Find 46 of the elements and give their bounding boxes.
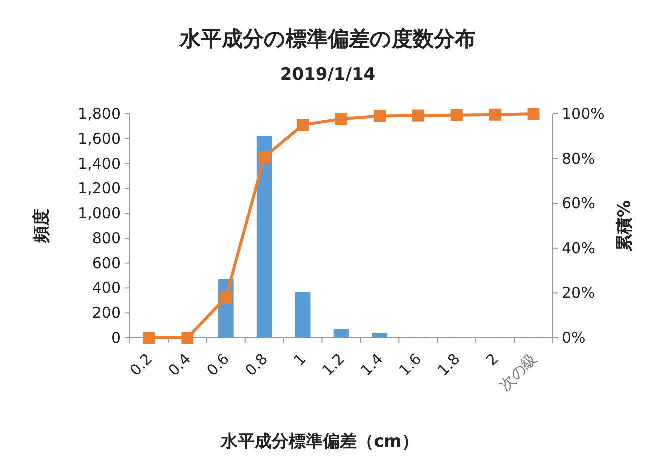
point — [336, 113, 348, 126]
bar — [295, 292, 311, 338]
y-tick-label: 200 — [92, 304, 121, 322]
x-tick-label: 1 — [290, 350, 310, 370]
y-tick-label: 600 — [92, 254, 121, 272]
point — [297, 119, 310, 132]
y-tick-label: 0 — [111, 329, 121, 347]
point — [489, 108, 502, 121]
point — [182, 332, 194, 344]
y2-tick-label: 80% — [562, 150, 596, 168]
point — [374, 110, 386, 122]
x-tick-label: 0.6 — [203, 350, 233, 380]
bar — [256, 136, 272, 338]
y-axis-title: 頻度 — [32, 209, 52, 244]
y-tick-label: 1,200 — [78, 180, 121, 198]
x-tick-label: 1.6 — [396, 350, 426, 380]
x-tick-label: 1.2 — [318, 350, 348, 380]
y2-tick-label: 60% — [562, 194, 596, 213]
y-tick-label: 1,400 — [78, 154, 121, 173]
y2-tick-label: 0% — [562, 329, 586, 347]
point — [258, 151, 271, 164]
y2-axis-title: 累積% — [615, 200, 635, 253]
point — [220, 292, 232, 304]
x-tick-label: 0.8 — [242, 350, 272, 380]
y2-tick-label: 100% — [562, 105, 605, 123]
point — [528, 108, 540, 120]
x-tick-label: 1.8 — [434, 350, 464, 380]
point — [450, 109, 463, 122]
x-axis-title: 水平成分標準偏差（cm） — [220, 432, 419, 452]
bar — [334, 329, 350, 338]
x-tick-label: 0.4 — [164, 350, 195, 380]
y2-tick-label: 20% — [562, 284, 596, 302]
chart-title: 水平成分の標準偏差の度数分布 — [179, 27, 476, 51]
y-tick-label: 1,600 — [78, 130, 121, 148]
y-tick-label: 400 — [92, 279, 121, 298]
x-tick-label: 2 — [482, 350, 502, 370]
y2-tick-label: 40% — [562, 239, 596, 258]
y-tick-label: 1,000 — [78, 204, 121, 223]
chart-subtitle: 2019/1/14 — [280, 65, 376, 85]
point — [143, 332, 156, 344]
point — [412, 110, 424, 122]
y-tick-label: 800 — [92, 229, 121, 248]
x-tick-label: 1.4 — [357, 350, 387, 380]
x-tick-label: 0.2 — [126, 350, 156, 380]
bar — [372, 333, 388, 338]
y-tick-label: 1,800 — [78, 105, 121, 123]
